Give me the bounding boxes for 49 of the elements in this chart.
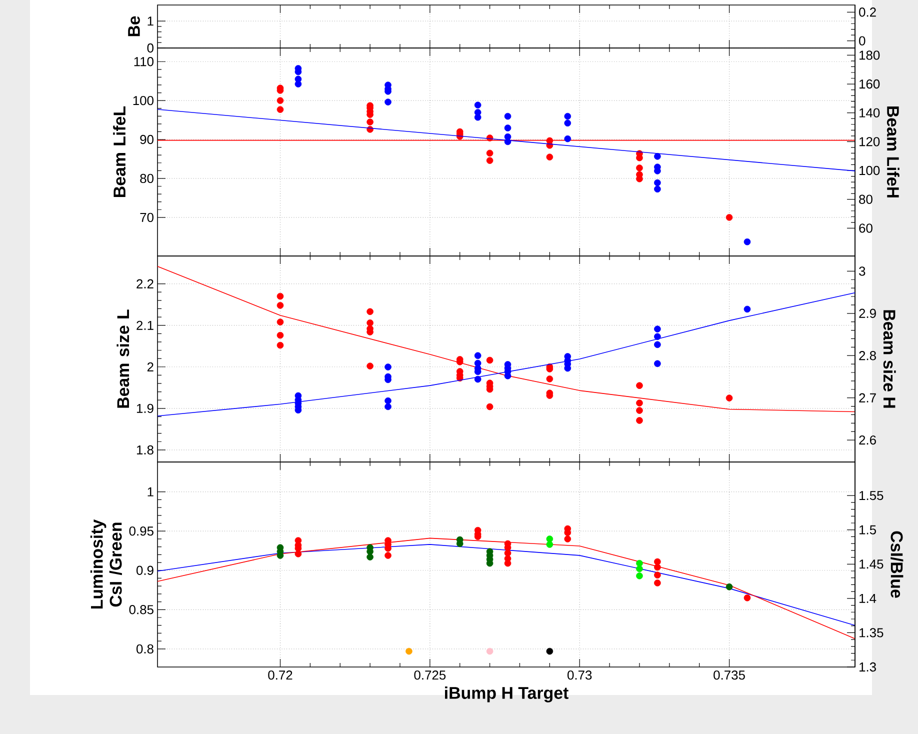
y-tick-label: 2.1	[136, 320, 154, 330]
y2-tick-label: 60	[859, 224, 872, 233]
x-tick-label: 0.735	[714, 670, 745, 680]
y-tick-label: 110	[134, 57, 154, 66]
y-axis-title: Beam LifeL	[113, 106, 126, 197]
y2-tick-label: 1.35	[860, 628, 884, 638]
y2-tick-label: 1.3	[860, 662, 876, 672]
y-tick-label: 1.9	[136, 404, 154, 413]
y2-tick-label: 180	[860, 50, 880, 60]
y2-tick-label: 1.4	[860, 594, 876, 603]
y-tick-label: 70	[140, 212, 154, 222]
y2-tick-label: 3	[859, 266, 866, 276]
y2-tick-label: 2.8	[859, 351, 876, 360]
y-tick-label: 100	[133, 96, 154, 106]
y-tick-label: 0.9	[136, 566, 154, 575]
y-tick-label: 0	[147, 43, 154, 53]
x-tick-label: 0.73	[568, 670, 592, 680]
y2-axis-title: Beam LifeH	[886, 106, 900, 198]
y2-tick-label: 160	[860, 79, 880, 89]
y2-tick-label: 1.5	[860, 525, 876, 534]
y2-tick-label: 2.6	[859, 435, 876, 445]
y2-axis-title: CsI/Blue	[890, 531, 904, 598]
y2-tick-label: 0	[859, 36, 866, 46]
x-axis-title: iBump H Target	[445, 686, 568, 702]
y-tick-label: 0.95	[129, 526, 154, 536]
y-tick-label: 80	[140, 174, 154, 184]
x-tick-label: 0.725	[414, 670, 446, 680]
y-axis-title: Luminosity CsI /Green	[90, 519, 122, 609]
y2-tick-label: 2.9	[859, 308, 876, 318]
y-tick-label: 2.2	[136, 279, 154, 288]
y2-axis-title: Beam size H	[883, 310, 896, 408]
y-axis-title: Beam size L	[116, 310, 130, 408]
y2-tick-label: 2.7	[859, 393, 876, 402]
x-tick-label: 0.72	[268, 670, 292, 680]
y2-tick-label: 80	[859, 194, 872, 204]
y-tick-label: 2	[147, 362, 154, 372]
y2-tick-label: 120	[860, 137, 880, 146]
y2-tick-label: 1.45	[860, 560, 884, 569]
y2-tick-label: 0.2	[859, 8, 876, 17]
y-tick-label: 1.8	[136, 445, 154, 455]
y2-tick-label: 140	[860, 108, 880, 118]
y-tick-label: 0.8	[136, 644, 154, 654]
y-tick-label: 1	[148, 16, 154, 26]
y-tick-label: 90	[140, 134, 154, 144]
y2-tick-label: 1.55	[860, 491, 884, 500]
y-axis-title: Be	[128, 16, 140, 36]
y-tick-label: 1	[148, 487, 154, 496]
y-tick-label: 0.85	[129, 605, 154, 614]
y2-tick-label: 100	[860, 166, 880, 176]
